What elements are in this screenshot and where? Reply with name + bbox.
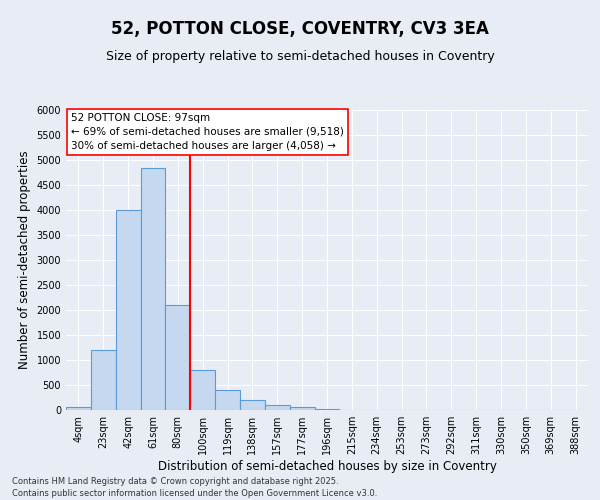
Bar	[166, 305, 190, 410]
Bar	[240, 400, 265, 410]
Y-axis label: Number of semi-detached properties: Number of semi-detached properties	[18, 150, 31, 370]
Bar	[265, 405, 290, 410]
X-axis label: Distribution of semi-detached houses by size in Coventry: Distribution of semi-detached houses by …	[158, 460, 496, 473]
Text: Size of property relative to semi-detached houses in Coventry: Size of property relative to semi-detach…	[106, 50, 494, 63]
Bar	[215, 390, 240, 410]
Text: 52 POTTON CLOSE: 97sqm
← 69% of semi-detached houses are smaller (9,518)
30% of : 52 POTTON CLOSE: 97sqm ← 69% of semi-det…	[71, 113, 344, 151]
Text: 52, POTTON CLOSE, COVENTRY, CV3 3EA: 52, POTTON CLOSE, COVENTRY, CV3 3EA	[111, 20, 489, 38]
Bar	[66, 406, 91, 410]
Bar	[190, 370, 215, 410]
Text: Contains HM Land Registry data © Crown copyright and database right 2025.
Contai: Contains HM Land Registry data © Crown c…	[12, 476, 377, 498]
Bar	[314, 408, 340, 410]
Bar	[116, 210, 140, 410]
Bar	[140, 168, 166, 410]
Bar	[290, 407, 314, 410]
Bar	[91, 350, 116, 410]
